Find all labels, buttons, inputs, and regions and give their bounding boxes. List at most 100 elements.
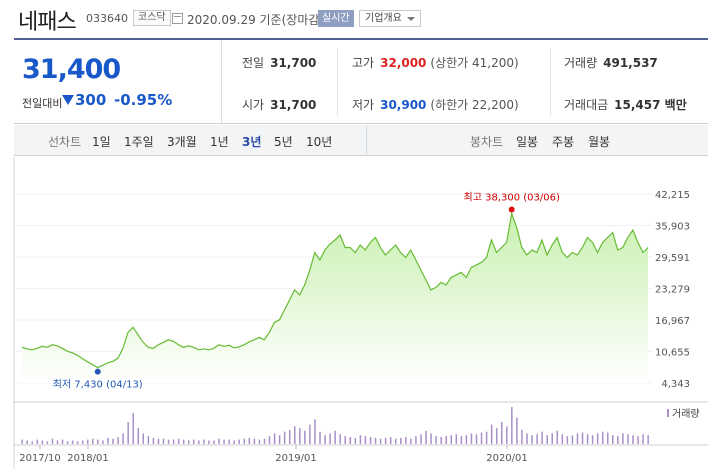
amount-value: 15,457 백만	[614, 98, 687, 112]
volume-bar	[642, 434, 644, 444]
volume-bar	[253, 438, 256, 444]
volume-bar	[566, 436, 569, 444]
volume-bar	[490, 424, 493, 444]
volume-bar	[187, 440, 190, 444]
volume-legend-label: 거래량	[672, 408, 700, 420]
volume-bar	[450, 435, 453, 444]
period-1d[interactable]: 1일	[92, 135, 111, 149]
realtime-button[interactable]: 실시간	[318, 10, 354, 27]
chart-svg: 42,215 35,903 29,591 23,279 16,967 10,655 4,34…	[13, 157, 708, 469]
volume-bar	[172, 439, 175, 444]
high-value: 32,000	[380, 56, 427, 70]
volume-bar	[294, 426, 296, 444]
company-overview-label: 기업개요	[365, 13, 402, 24]
volume-bar	[142, 433, 145, 444]
volume-bar	[152, 437, 155, 444]
period-3m[interactable]: 3개월	[167, 135, 197, 149]
period-1w[interactable]: 1주일	[124, 135, 154, 149]
volume-bar	[21, 439, 23, 444]
volume-bar	[601, 431, 604, 444]
volume-bar	[56, 440, 59, 444]
high-label: 고가	[352, 56, 375, 70]
stat-low: 저가 30,900 (하한가 22,200)	[352, 96, 519, 113]
volume-bar	[460, 436, 463, 444]
stat-high: 고가 32,000 (상한가 41,200)	[352, 54, 519, 71]
period-5y[interactable]: 5년	[274, 135, 293, 149]
divider	[337, 48, 338, 116]
low-value: 30,900	[380, 98, 427, 112]
volume-bar	[536, 434, 538, 444]
date-text: 2020.09.29 기준(장마감)	[187, 13, 325, 27]
change-rate: -0.95%	[114, 91, 173, 109]
volume-bar	[410, 438, 412, 444]
volume-bar	[329, 433, 331, 444]
volume-bar	[612, 435, 614, 444]
company-overview-dropdown[interactable]: 기업개요	[359, 10, 421, 27]
volume-bar	[117, 436, 119, 444]
open-label: 시가	[242, 98, 265, 112]
volume-bar	[511, 407, 513, 444]
volume-bar	[299, 428, 301, 444]
amount-label: 거래대금	[564, 98, 609, 112]
volume-bar	[475, 434, 478, 444]
candle-monthly[interactable]: 월봉	[588, 135, 611, 149]
price-chart[interactable]: 42,215 35,903 29,591 23,279 16,967 10,655 4,34…	[0, 157, 708, 469]
volume-bar	[526, 433, 528, 444]
volume-bar	[596, 433, 599, 444]
volume-bar	[309, 424, 311, 444]
stock-name: 네패스	[18, 10, 77, 35]
prev-close-value: 31,700	[270, 56, 317, 70]
volume-bar	[127, 421, 129, 444]
volume-bar	[41, 440, 44, 444]
volume-bar	[112, 438, 114, 444]
volume-bar	[288, 429, 291, 444]
volume-bar	[622, 433, 624, 444]
candle-daily[interactable]: 일봉	[516, 135, 539, 149]
volume-bar	[506, 426, 508, 444]
volume-bar	[278, 435, 281, 444]
volume-bar	[495, 428, 498, 444]
volume-bar	[607, 432, 609, 444]
low-label: 저가	[352, 98, 375, 112]
volume-bar	[36, 439, 39, 444]
volume-bar	[415, 436, 417, 444]
volume-bar	[324, 435, 326, 444]
volume-bar	[344, 436, 346, 444]
volume-bar	[500, 421, 503, 444]
volume-bar	[405, 436, 407, 444]
candle-weekly[interactable]: 주봉	[552, 135, 575, 149]
volume-bar	[430, 433, 432, 444]
volume-bar	[374, 437, 377, 444]
volume-bar	[228, 439, 230, 444]
divider	[550, 48, 551, 116]
volume-bar	[465, 435, 468, 444]
volume-bar	[167, 439, 170, 444]
low-annotation: 최저 7,430 (04/13)	[53, 379, 143, 391]
volume-bar	[162, 438, 165, 444]
candle-chart-label: 봉차트	[470, 135, 504, 149]
volume-bar	[213, 440, 215, 444]
volume-bar	[122, 433, 124, 444]
volume-bar	[137, 428, 140, 444]
upper-limit: (상한가 41,200)	[430, 56, 519, 70]
period-1y[interactable]: 1년	[210, 135, 229, 149]
volume-bar	[531, 435, 533, 444]
volume-bar	[334, 430, 336, 444]
volume-bar	[102, 440, 104, 444]
current-price: 31,400	[22, 54, 121, 85]
low-marker	[94, 368, 101, 375]
lower-limit: (하한가 22,200)	[430, 98, 519, 112]
period-3y[interactable]: 3년	[242, 135, 262, 149]
price-area	[22, 213, 648, 383]
volume-bar	[238, 439, 240, 444]
volume-bar	[107, 437, 109, 444]
volume-bar	[541, 431, 543, 444]
volume-bar	[66, 441, 69, 444]
volume-bar	[480, 432, 483, 444]
volume-bar	[273, 433, 276, 444]
volume-bar	[627, 434, 629, 444]
period-10y[interactable]: 10년	[306, 135, 333, 149]
volume-bar	[26, 440, 28, 444]
volume-bar	[591, 435, 594, 444]
stat-open: 시가 31,700	[242, 96, 316, 113]
